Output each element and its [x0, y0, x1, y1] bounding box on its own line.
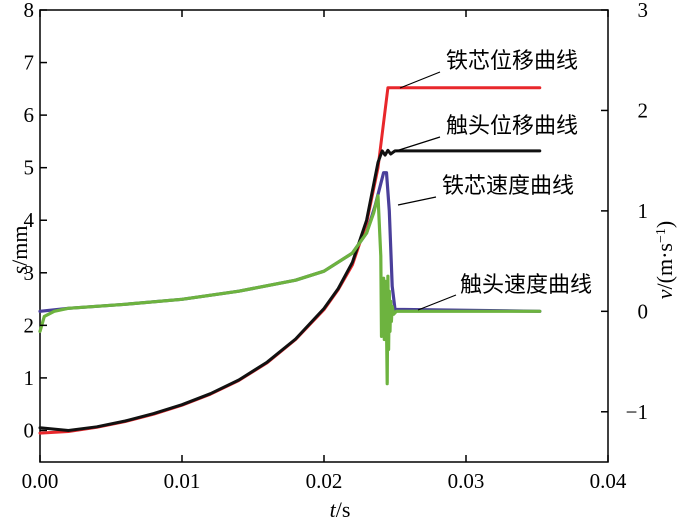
- y2-axis-label: v/(m·s−1): [652, 221, 677, 299]
- x-axis-label: t/s: [330, 497, 351, 522]
- annotation-leader: [399, 71, 441, 89]
- y2-tick-label: 0: [638, 299, 649, 323]
- x-tick-label: 0.03: [448, 469, 485, 493]
- x-tick-label: 0.01: [164, 469, 201, 493]
- x-tick-label: 0.02: [306, 469, 343, 493]
- y2-tick-label: 2: [638, 98, 649, 122]
- plot-frame: [39, 9, 609, 463]
- y-tick-label: 8: [24, 0, 35, 22]
- y-tick-label: 0: [24, 418, 35, 442]
- y-axis-left: 0 1 2 3 4 5 6 7 8: [24, 0, 47, 442]
- series-layer: [38, 86, 542, 435]
- y-tick-label: 2: [24, 313, 35, 337]
- annotation-leader: [417, 294, 457, 311]
- y-tick-label: 6: [24, 103, 35, 127]
- x-tick-label: 0.04: [590, 469, 627, 493]
- y2-tick-label: −1: [626, 400, 648, 424]
- y2-tick-label: 3: [638, 0, 649, 22]
- series-line-0: [38, 86, 542, 435]
- x-axis: 0.00 0.01 0.02 0.03 0.04: [22, 10, 627, 493]
- series-line-1: [38, 148, 542, 432]
- annotation-leader: [397, 196, 437, 206]
- annotation-label: 触头位移曲线: [446, 114, 578, 139]
- y-tick-label: 5: [24, 156, 35, 180]
- annotation-leader: [395, 136, 441, 152]
- series-line-3: [38, 194, 542, 386]
- y-axis-right: −1 0 1 2 3: [601, 0, 648, 424]
- annotation-label: 铁芯位移曲线: [446, 49, 578, 74]
- annotation-label: 铁芯速度曲线: [442, 174, 574, 199]
- y-tick-label: 4: [24, 208, 35, 232]
- x-tick-label: 0.00: [22, 469, 59, 493]
- y2-tick-label: 1: [638, 199, 649, 223]
- y-tick-label: 3: [24, 261, 35, 285]
- annotation-label: 触头速度曲线: [460, 273, 592, 298]
- y-tick-label: 7: [24, 51, 35, 75]
- y-tick-label: 1: [24, 366, 35, 390]
- y-axis-label: s/mm: [7, 226, 32, 275]
